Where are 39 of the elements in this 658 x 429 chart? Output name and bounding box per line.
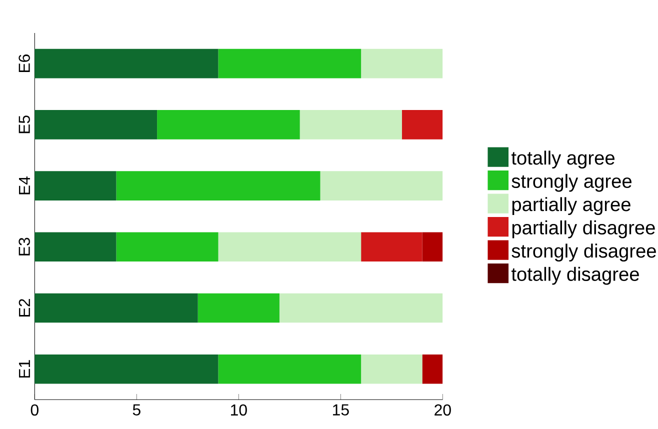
legend-label: totally disagree [511,266,639,285]
y-tick-label: E4 [19,176,30,194]
legend-label: partially disagree [512,220,655,238]
x-tick-label: 15 [333,404,349,416]
legend-label: partially agree [512,197,630,216]
bar [279,293,443,323]
bar [218,232,362,262]
bar [198,293,280,323]
bar [218,354,362,384]
x-tick-label: 0 [30,404,38,416]
bar [402,110,443,140]
y-tick-label: E3 [18,238,30,256]
y-tick-label: E6 [18,54,30,72]
y-tick-label: E2 [18,299,30,316]
bar [116,171,320,200]
bar [300,110,402,140]
y-tick-label: E1 [19,360,30,378]
x-tick-label: 5 [132,404,140,416]
x-tick-label: 20 [434,404,451,416]
bar [34,48,218,78]
bar [34,110,158,140]
bar [361,232,422,262]
bar [361,48,443,78]
bar [422,232,443,262]
bar [34,354,218,384]
y-tick-label: E5 [18,116,30,134]
bar [116,232,218,262]
bar [34,293,198,323]
legend-label: totally agree [511,150,614,169]
legend-label: strongly disagree [512,244,656,262]
x-tick-label: 10 [231,404,247,416]
bar [361,354,422,384]
legend-label: strongly agree [512,174,632,192]
bar [218,48,362,78]
bar [34,171,116,200]
bar [34,232,116,262]
bar [157,110,300,140]
bar [320,171,443,200]
bar [422,354,443,384]
